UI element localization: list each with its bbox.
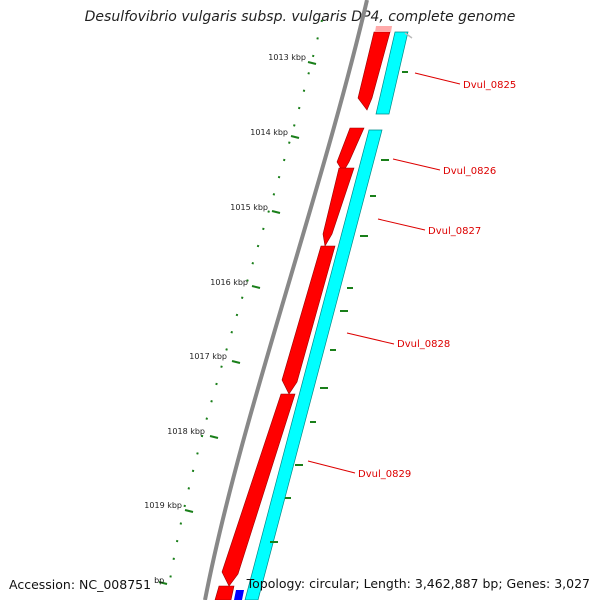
gene-arrow-next (214, 585, 235, 600)
cyan-strand-strip (244, 31, 409, 600)
accession-info: Accession: NC_008751 bp (9, 576, 164, 592)
partial-feature (375, 26, 392, 32)
label-leaders (307, 72, 461, 474)
accession-text: Accession: NC_008751 (9, 577, 152, 592)
highlight-feature (234, 590, 244, 600)
faint-mark (404, 32, 413, 39)
gene-label-dvul-0828[interactable]: Dvul_0828 (397, 339, 450, 350)
gene-label-dvul-0825[interactable]: Dvul_0825 (463, 80, 516, 91)
gene-label-dvul-0826[interactable]: Dvul_0826 (443, 166, 496, 177)
accession-unit: bp (154, 576, 165, 585)
inner-ticks (270, 71, 408, 543)
tick-label-1016: 1016 kbp (210, 278, 248, 287)
gene-arrow-dvul-0828 (281, 245, 336, 395)
gene-label-dvul-0829[interactable]: Dvul_0829 (358, 469, 411, 480)
backbone-arc (203, 0, 369, 600)
gene-arrow-dvul-0827 (322, 167, 355, 247)
map-title: Desulfovibrio vulgaris subsp. vulgaris D… (84, 9, 516, 25)
scale-dots (169, 19, 323, 581)
gene-features (214, 31, 391, 600)
gene-arrow-dvul-0826 (336, 127, 365, 173)
tick-label-1014: 1014 kbp (250, 128, 288, 137)
gene-arrow-dvul-0829 (221, 393, 296, 587)
scale-ticks (158, 61, 317, 585)
tick-label-1018: 1018 kbp (167, 427, 205, 436)
gene-label-dvul-0827[interactable]: Dvul_0827 (428, 226, 481, 237)
tick-label-1019: 1019 kbp (144, 501, 182, 510)
tick-label-1013: 1013 kbp (268, 53, 306, 62)
tick-label-1017: 1017 kbp (189, 352, 227, 361)
tick-label-1015: 1015 kbp (230, 203, 268, 212)
topology-info: Topology: circular; Length: 3,462,887 bp… (246, 576, 590, 591)
